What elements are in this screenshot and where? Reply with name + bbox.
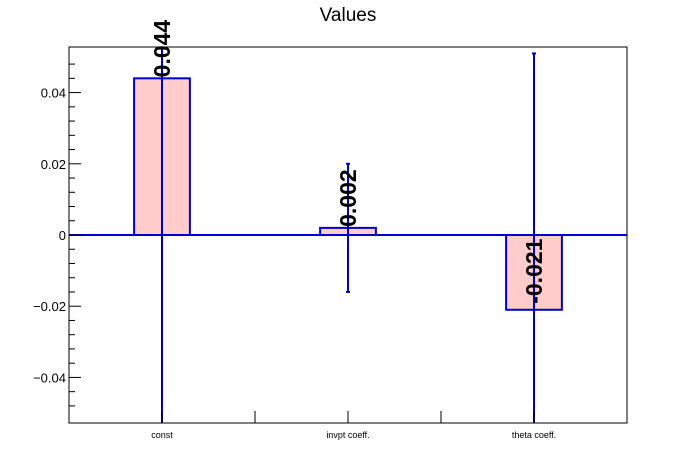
x-category-label: invpt coeff. xyxy=(326,430,369,440)
x-category-label: const xyxy=(151,430,173,440)
x-axis: const invpt coeff. theta coeff. xyxy=(68,411,628,440)
y-tick-label: 0.02 xyxy=(41,157,66,172)
y-tick-label: −0.04 xyxy=(33,370,66,385)
bars: 0.044 0.002 -0.021 xyxy=(69,20,627,423)
data-label: 0.044 xyxy=(149,20,175,78)
y-tick-label: 0.04 xyxy=(41,86,66,101)
y-axis: −0.04 −0.02 0 0.02 0.04 xyxy=(33,63,81,407)
x-category-label: theta coeff. xyxy=(512,430,556,440)
data-label: -0.021 xyxy=(521,238,547,303)
y-tick-label: 0 xyxy=(59,228,66,243)
chart-title: Values xyxy=(319,5,377,26)
data-label: 0.002 xyxy=(335,169,361,227)
y-tick-label: −0.02 xyxy=(33,299,66,314)
